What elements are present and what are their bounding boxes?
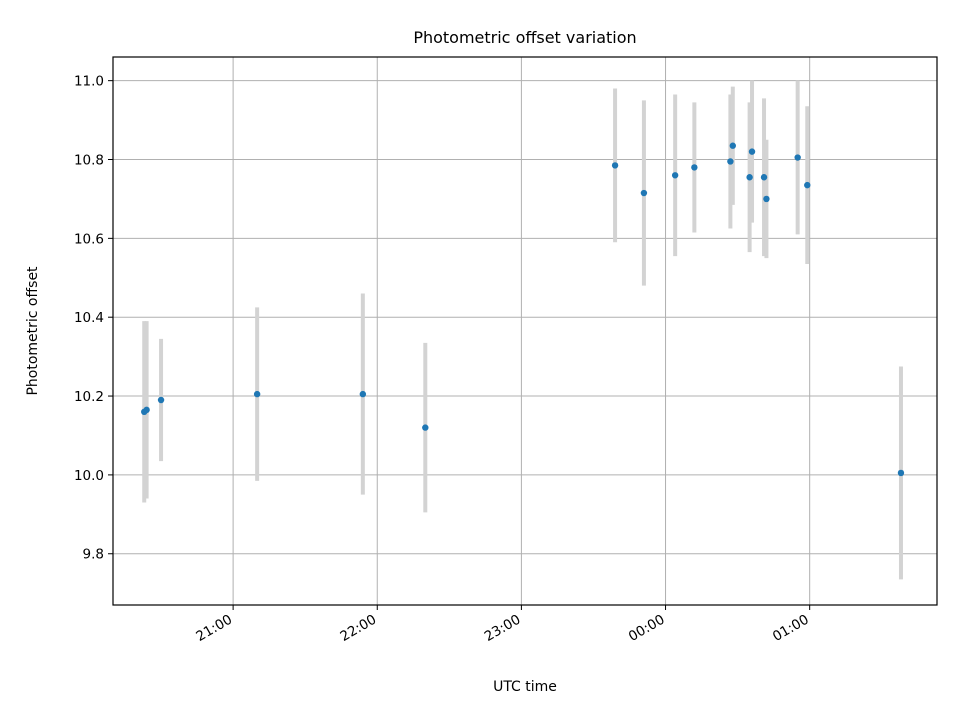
y-tick-label: 11.0 (74, 74, 104, 90)
data-point (359, 390, 367, 398)
data-point (794, 154, 801, 161)
data-point (763, 195, 770, 203)
data-point (422, 424, 429, 431)
y-tick-label: 10.0 (74, 468, 104, 484)
y-tick-label: 10.8 (74, 153, 104, 169)
plot-frame (112, 56, 938, 606)
y-tick-label: 9.8 (83, 547, 104, 563)
data-point (157, 396, 165, 404)
y-axis-label: Photometric offset (25, 266, 41, 396)
chart-title: Photometric offset variation (413, 28, 636, 47)
y-tick-label: 10.6 (74, 231, 104, 247)
x-axis-label: UTC time (493, 679, 557, 695)
data-point (143, 406, 150, 414)
data-point (671, 172, 679, 179)
data-point (611, 162, 619, 169)
data-point (729, 142, 737, 149)
data-point (804, 181, 811, 189)
data-point (640, 189, 648, 197)
y-tick-label: 10.2 (74, 389, 104, 405)
data-points (141, 142, 905, 477)
data-point (691, 164, 698, 171)
data-point (748, 148, 756, 155)
data-point (253, 390, 261, 398)
y-axis-ticks: 9.8 10.0 10.2 10.4 10.6 10.8 11.0 (74, 74, 113, 563)
data-point (727, 158, 734, 165)
data-point (760, 174, 768, 181)
data-point (897, 469, 905, 477)
plot-area (113, 57, 937, 605)
data-point (746, 174, 753, 181)
y-tick-label: 10.4 (74, 310, 104, 326)
